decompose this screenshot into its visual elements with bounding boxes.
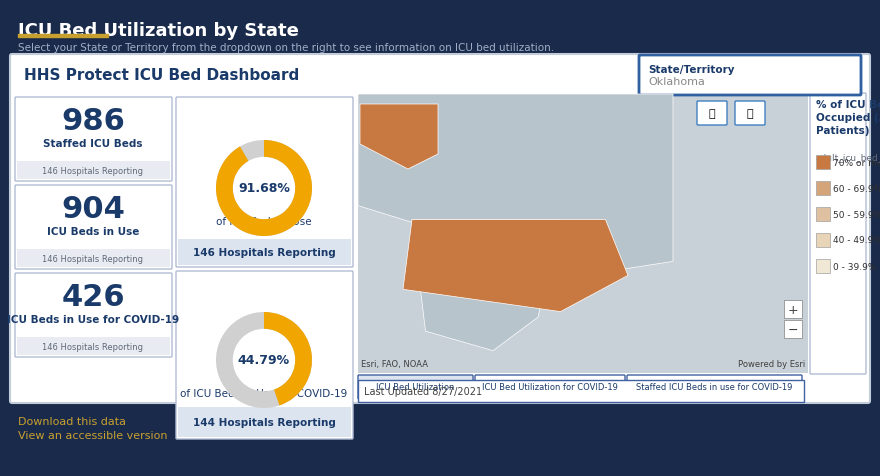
Text: Last Updated 8/27/2021: Last Updated 8/27/2021 [364,386,482,396]
Bar [358,95,808,373]
Text: % of ICU Beds
Occupied (All
Patients): % of ICU Beds Occupied (All Patients) [816,100,880,136]
Bar [178,239,351,266]
FancyBboxPatch shape [810,94,866,374]
FancyBboxPatch shape [735,102,765,126]
FancyBboxPatch shape [697,102,727,126]
Text: 146 Hospitals Reporting: 146 Hospitals Reporting [42,166,143,175]
FancyBboxPatch shape [10,55,870,403]
Wedge shape [264,312,312,406]
Text: Esri, FAO, NOAA: Esri, FAO, NOAA [361,359,428,368]
Bar [784,300,802,318]
Text: State/Territory: State/Territory [648,65,735,75]
Bar [12,57,868,95]
FancyBboxPatch shape [15,273,172,357]
Text: 🏠: 🏠 [747,109,753,119]
Text: 70% or more: 70% or more [833,158,880,167]
Wedge shape [216,312,312,408]
Text: Oklahoma: Oklahoma [648,77,705,87]
Text: Download this data: Download this data [18,416,126,426]
Bar [17,337,170,355]
Bar [784,320,802,338]
Polygon shape [412,220,561,351]
Text: ICU Beds in Use: ICU Beds in Use [47,227,139,237]
Text: 91.68%: 91.68% [238,182,290,195]
Bar [816,259,830,273]
Polygon shape [360,105,438,169]
Text: ICU Bed Utilization: ICU Bed Utilization [376,383,454,392]
Text: 904: 904 [61,195,125,224]
Text: adult_icu_bed_utili: adult_icu_bed_utili [816,153,880,162]
Bar [816,234,830,248]
Text: 146 Hospitals Reporting: 146 Hospitals Reporting [42,254,143,263]
Text: 40 - 49.9%: 40 - 49.9% [833,236,880,245]
Bar [816,208,830,221]
FancyBboxPatch shape [15,186,172,269]
Text: ICU Bed Utilization for COVID-19: ICU Bed Utilization for COVID-19 [482,383,618,392]
Bar [18,35,108,38]
Polygon shape [358,95,673,276]
Text: Select your State or Territory from the dropdown on the right to see information: Select your State or Territory from the … [18,43,554,53]
FancyBboxPatch shape [627,375,802,399]
Text: −: − [788,323,798,336]
Bar [358,380,804,402]
FancyBboxPatch shape [15,98,172,182]
FancyBboxPatch shape [639,56,861,96]
Text: +: + [788,303,798,316]
Text: Staffed ICU Beds in use for COVID-19: Staffed ICU Beds in use for COVID-19 [636,383,792,392]
Bar [816,182,830,196]
Text: 50 - 59.9%: 50 - 59.9% [833,210,880,219]
Bar [816,156,830,169]
Text: Powered by Esri: Powered by Esri [737,359,805,368]
FancyBboxPatch shape [176,98,353,268]
Text: 🔍: 🔍 [708,109,715,119]
Bar [17,249,170,268]
Bar [178,407,351,437]
FancyBboxPatch shape [358,375,473,399]
Text: of ICU Beds in Use for COVID-19: of ICU Beds in Use for COVID-19 [180,388,348,398]
Text: 146 Hospitals Reporting: 146 Hospitals Reporting [42,342,143,351]
Text: ICU Bed Utilization by State: ICU Bed Utilization by State [18,22,299,40]
FancyBboxPatch shape [176,271,353,439]
Text: 146 Hospitals Reporting: 146 Hospitals Reporting [193,248,335,258]
Text: View an accessible version: View an accessible version [18,430,167,440]
Polygon shape [403,220,628,312]
Text: of ICU Beds in Use: of ICU Beds in Use [216,217,312,227]
Text: 426: 426 [62,283,125,312]
Text: 0 - 39.9%: 0 - 39.9% [833,262,876,271]
Wedge shape [216,141,312,237]
Text: 44.79%: 44.79% [238,354,290,367]
Bar [17,162,170,179]
Wedge shape [216,141,312,237]
FancyBboxPatch shape [475,375,625,399]
Text: 60 - 69.9%: 60 - 69.9% [833,184,880,193]
Text: 144 Hospitals Reporting: 144 Hospitals Reporting [193,417,335,427]
Text: Staffed ICU Beds: Staffed ICU Beds [43,139,143,149]
Text: HHS Protect ICU Bed Dashboard: HHS Protect ICU Bed Dashboard [24,69,299,83]
Text: ICU Beds in Use for COVID-19: ICU Beds in Use for COVID-19 [7,314,179,324]
Text: 986: 986 [61,107,125,136]
